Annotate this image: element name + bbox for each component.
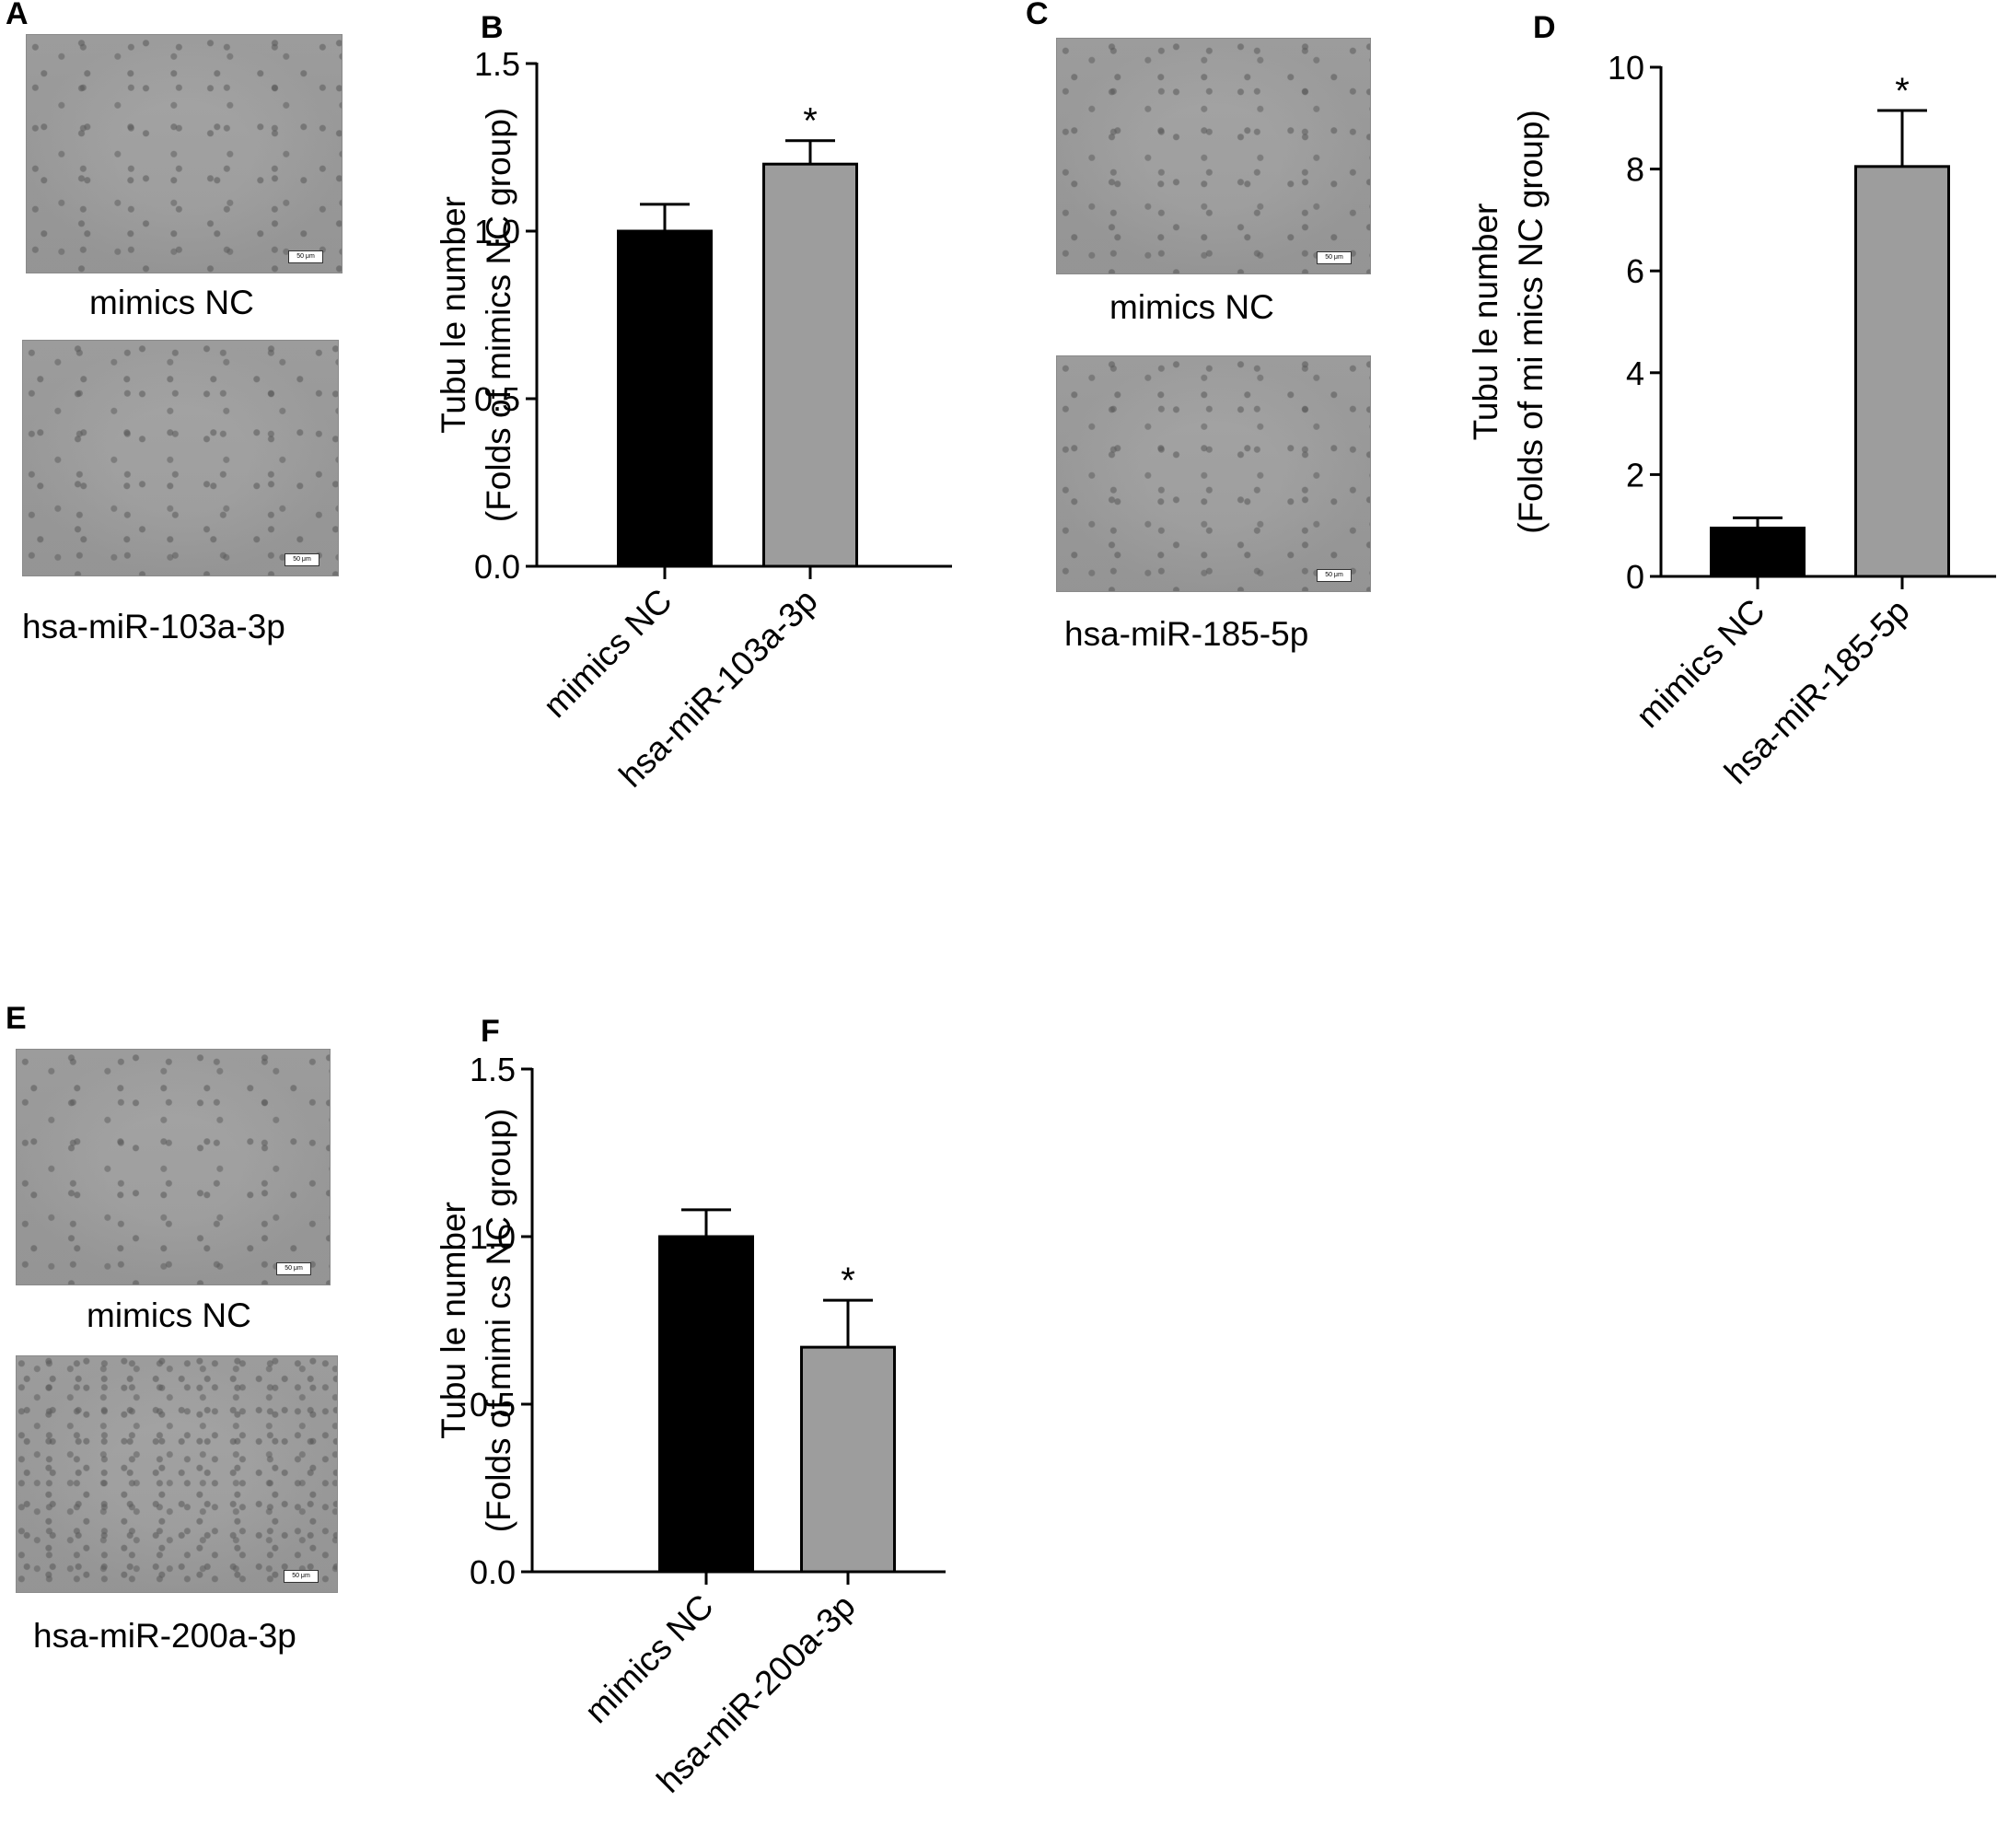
bar-1 bbox=[617, 229, 713, 568]
bar-1 bbox=[658, 1235, 754, 1574]
y-tick-label: 0.5 bbox=[470, 1386, 516, 1424]
y-tick-label: 1.0 bbox=[470, 1218, 516, 1256]
micrograph-e-mimics-nc: 50 μm bbox=[16, 1049, 331, 1285]
y-axis-label-line1: Tubu le number bbox=[1467, 203, 1504, 441]
y-tick-label: 1.5 bbox=[474, 45, 520, 83]
panel-letter-e: E bbox=[6, 1001, 27, 1036]
micrograph-c-mir-185: 50 μm bbox=[1056, 355, 1371, 592]
caption-c-mir-185: hsa-miR-185-5p bbox=[1064, 615, 1309, 653]
y-tick-label: 0.0 bbox=[470, 1553, 516, 1591]
y-tick-label: 0.0 bbox=[474, 548, 520, 586]
scalebar: 50 μm bbox=[288, 250, 323, 263]
y-tick-label: 6 bbox=[1626, 252, 1644, 290]
y-axis-label-line2: (Folds of mimi cs NC group) bbox=[480, 1109, 517, 1533]
scalebar: 50 μm bbox=[285, 553, 319, 566]
scalebar: 50 μm bbox=[1317, 251, 1352, 264]
caption-a-mimics-nc: mimics NC bbox=[89, 284, 254, 321]
x-tick-label: mimics NC bbox=[577, 1587, 720, 1730]
bar-2 bbox=[762, 162, 858, 568]
panel-letter: B bbox=[481, 10, 504, 45]
caption-c-mimics-nc: mimics NC bbox=[1109, 288, 1274, 326]
micrograph-a-mimics-nc: 50 μm bbox=[26, 34, 343, 273]
y-axis-label-line2: (Folds of mimics NC group) bbox=[480, 108, 517, 522]
y-axis-label-line2: (Folds of mi mics NC group) bbox=[1512, 110, 1550, 534]
micrograph-a-mir-103a: 50 μm bbox=[22, 340, 339, 576]
y-tick-label: 1.5 bbox=[470, 1051, 516, 1088]
y-tick-label: 1.0 bbox=[474, 213, 520, 250]
scalebar: 50 μm bbox=[1317, 569, 1352, 582]
caption-e-mir-200a: hsa-miR-200a-3p bbox=[33, 1617, 296, 1655]
caption-a-mir-103a: hsa-miR-103a-3p bbox=[22, 608, 285, 645]
caption-e-mimics-nc: mimics NC bbox=[87, 1296, 251, 1334]
panel-letter: D bbox=[1533, 10, 1556, 45]
y-tick-label: 0 bbox=[1626, 558, 1644, 596]
y-tick-label: 4 bbox=[1626, 354, 1644, 392]
y-axis-label-line1: Tubu le number bbox=[435, 196, 472, 434]
bar-2 bbox=[1854, 165, 1950, 578]
micrograph-e-mir-200a: 50 μm bbox=[16, 1355, 338, 1593]
panel-letter-c: C bbox=[1026, 0, 1049, 31]
panel-letter: F bbox=[481, 1014, 500, 1049]
scalebar: 50 μm bbox=[284, 1570, 319, 1583]
micrograph-c-mimics-nc: 50 μm bbox=[1056, 38, 1371, 274]
significance-marker: * bbox=[803, 101, 818, 142]
y-tick-label: 2 bbox=[1626, 456, 1644, 494]
bar-2 bbox=[800, 1345, 896, 1574]
y-tick-label: 10 bbox=[1608, 49, 1644, 87]
y-tick-label: 8 bbox=[1626, 151, 1644, 189]
significance-marker: * bbox=[1895, 71, 1910, 111]
panel-letter-a: A bbox=[6, 0, 29, 31]
y-tick-label: 0.5 bbox=[474, 380, 520, 418]
y-axis-label-line1: Tubu le number bbox=[435, 1202, 472, 1439]
significance-marker: * bbox=[841, 1261, 855, 1301]
scalebar: 50 μm bbox=[276, 1262, 311, 1275]
